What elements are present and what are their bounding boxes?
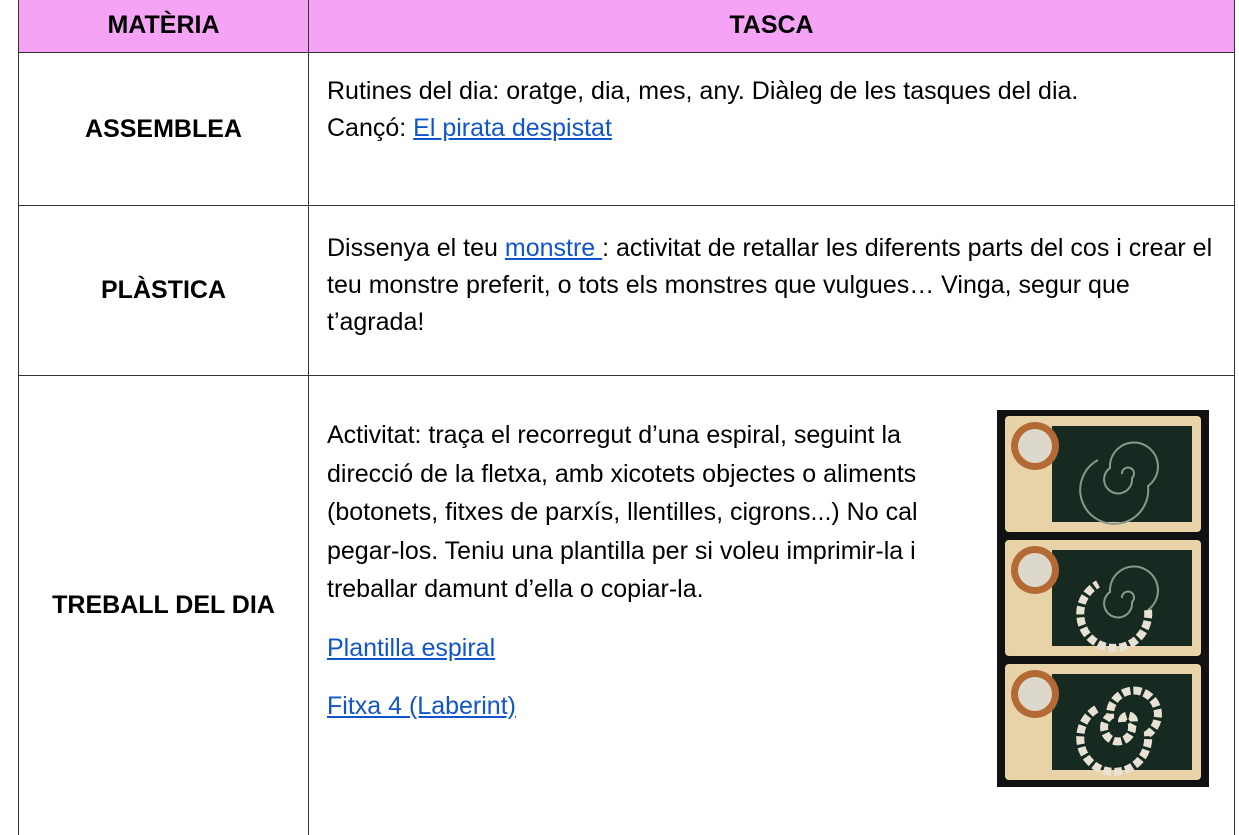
tray [1005,540,1201,656]
song: Cançó: El pirata despistat [327,110,1216,147]
header-subject: MATÈRIA [18,0,308,52]
text: Dissenya el teu [327,234,505,262]
task: Rutines del dia: oratge, dia, mes, any. … [308,52,1235,205]
link-row: Fitxa 4 (Laberint) [327,688,1216,725]
task-text: Dissenya el teu monstre : activitat de r… [327,230,1216,341]
template-link[interactable]: Plantilla espiral [327,633,496,662]
task-text: Activitat: traça el recorregut d’una esp… [327,421,918,603]
subject: PLÀSTICA [18,205,308,375]
subject: TREBALL DEL DIA [18,375,308,835]
spiral-photo [997,410,1209,787]
task: Dissenya el teu monstre : activitat de r… [308,205,1235,375]
tray [1005,664,1201,780]
worksheet-link[interactable]: Fitxa 4 (Laberint) [327,691,516,720]
task: Activitat: traça el recorregut d’una esp… [308,375,1235,835]
text: : activitat de retallar les diferents pa… [327,234,1213,336]
monster-link[interactable]: monstre [504,234,603,262]
header-task: TASCA [308,0,1235,52]
song-label: Cançó: [327,114,414,142]
song-link[interactable]: El pirata despistat [413,114,612,142]
subject: ASSEMBLEA [18,52,308,205]
tray [1005,416,1201,532]
task-text: Rutines del dia: oratge, dia, mes, any. … [327,77,1079,105]
link-row: Plantilla espiral [327,630,1216,667]
